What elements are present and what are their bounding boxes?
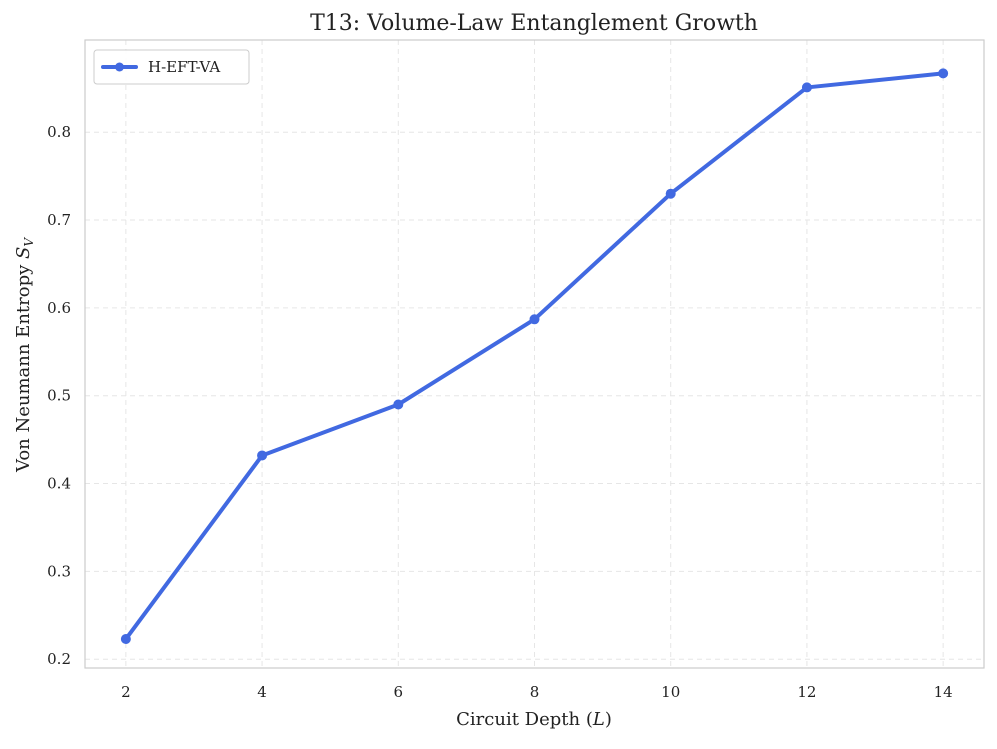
x-tick-label: 6 [394, 683, 404, 701]
y-axis-ticks: 0.2 0.3 0.4 0.5 0.6 0.7 0.8 [47, 123, 71, 668]
x-tick-label: 2 [121, 683, 131, 701]
x-axis-title: Circuit Depth (L) [456, 709, 612, 730]
legend: H-EFT-VA [93, 49, 250, 85]
x-tick-label: 8 [530, 683, 540, 701]
data-point [529, 314, 540, 325]
data-point [665, 188, 676, 199]
x-axis-ticks: 2 4 6 8 10 12 14 [121, 683, 953, 701]
data-point [120, 634, 131, 645]
x-tick-label: 4 [257, 683, 267, 701]
x-tick-label: 14 [934, 683, 953, 701]
legend-label: H-EFT-VA [148, 58, 220, 76]
y-axis-title: Von Neumann Entropy SV [13, 237, 36, 473]
y-tick-label: 0.6 [47, 299, 71, 317]
x-tick-label: 12 [797, 683, 816, 701]
chart-title: T13: Volume-Law Entanglement Growth [310, 11, 758, 36]
y-tick-label: 0.2 [47, 650, 71, 668]
legend-box [93, 49, 250, 85]
data-point [938, 68, 949, 79]
grid-lines [85, 40, 984, 668]
y-tick-label: 0.4 [47, 475, 71, 493]
plot-frame [84, 39, 985, 669]
y-tick-label: 0.5 [47, 387, 71, 405]
y-tick-label: 0.7 [47, 211, 71, 229]
data-point [257, 450, 268, 461]
y-tick-label: 0.3 [47, 562, 71, 580]
x-tick-label: 10 [661, 683, 680, 701]
data-point [801, 82, 812, 93]
legend-marker-swatch [115, 62, 124, 72]
y-tick-label: 0.8 [47, 123, 71, 141]
data-point [393, 399, 404, 410]
series-layer [120, 68, 949, 645]
